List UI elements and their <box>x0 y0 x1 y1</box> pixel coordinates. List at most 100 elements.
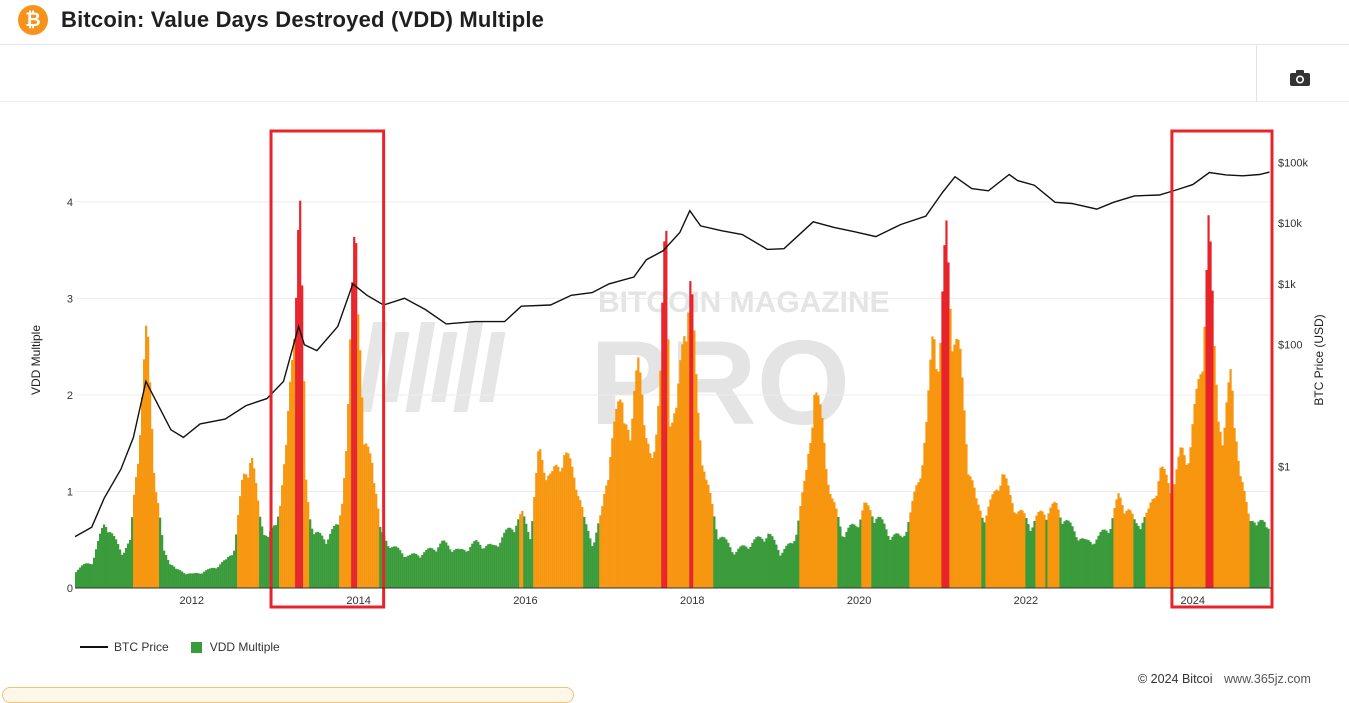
vdd-bar <box>159 517 162 588</box>
vdd-bar <box>1077 540 1080 588</box>
vdd-bar <box>627 429 630 588</box>
legend-price-label[interactable]: BTC Price <box>114 640 169 654</box>
vdd-bar <box>117 544 120 588</box>
vdd-bar <box>1113 507 1116 588</box>
vdd-bar <box>539 449 542 588</box>
vdd-bar <box>1027 524 1030 588</box>
vdd-bar <box>1247 513 1250 588</box>
vdd-bar <box>407 555 410 588</box>
y-tick-label: 2 <box>67 390 73 402</box>
vdd-bar <box>727 542 730 588</box>
vdd-bar <box>167 559 170 588</box>
vdd-bar <box>469 547 472 588</box>
vdd-bar <box>723 537 726 588</box>
vdd-bar <box>1005 478 1008 588</box>
vdd-bar <box>265 535 268 588</box>
vdd-bar <box>109 532 112 588</box>
y2-axis-title: BTC Price (USD) <box>1312 314 1326 405</box>
vdd-bar <box>713 516 716 588</box>
vdd-bar <box>157 503 160 588</box>
vdd-bar <box>925 421 928 588</box>
vdd-bar <box>1143 517 1146 588</box>
vdd-bar <box>557 466 560 588</box>
vdd-bar <box>645 438 648 588</box>
vdd-bar <box>535 472 538 588</box>
legend-price-swatch[interactable] <box>80 646 108 648</box>
vdd-bar <box>1101 529 1104 588</box>
vdd-bar <box>1075 537 1078 588</box>
vdd-bar <box>941 291 944 588</box>
vdd-bar <box>855 526 858 588</box>
vdd-bar <box>1197 379 1200 588</box>
vdd-bar <box>867 505 870 588</box>
vdd-bar <box>801 492 804 588</box>
vdd-bar <box>509 527 512 588</box>
vdd-bar <box>883 523 886 588</box>
vdd-bar <box>239 496 242 588</box>
vdd-bar <box>663 241 666 589</box>
vdd-bar <box>501 537 504 588</box>
vdd-bar <box>507 527 510 588</box>
vdd-bar <box>1259 519 1262 588</box>
x-tick-label: 2022 <box>1014 595 1038 607</box>
vdd-bar <box>1199 374 1202 588</box>
vdd-bar <box>241 479 244 588</box>
vdd-bar <box>565 452 568 588</box>
vdd-bar <box>195 572 198 588</box>
vdd-bar <box>607 479 610 588</box>
vdd-bar <box>1065 520 1068 588</box>
vdd-bar <box>773 539 776 588</box>
vdd-bar <box>687 312 690 588</box>
vdd-bar <box>379 526 382 588</box>
y2-tick-label: $1 <box>1278 461 1290 473</box>
vdd-bar <box>97 540 100 588</box>
vdd-bar <box>717 539 720 588</box>
vdd-bar <box>841 536 844 588</box>
header: ₿ Bitcoin: Value Days Destroyed (VDD) Mu… <box>0 0 1349 45</box>
vdd-bar <box>1263 521 1266 588</box>
vdd-bar <box>417 555 420 588</box>
y-tick-label: 0 <box>67 583 73 595</box>
vdd-bar <box>483 548 486 588</box>
vdd-bar <box>1155 495 1158 588</box>
vdd-bar <box>453 550 456 588</box>
vdd-bar <box>757 536 760 588</box>
vdd-bar <box>739 546 742 588</box>
vdd-bar <box>259 516 262 588</box>
vdd-bar <box>89 563 92 588</box>
x-tick-label: 2018 <box>680 595 704 607</box>
vdd-bar <box>811 427 814 588</box>
vdd-bar <box>609 457 612 588</box>
vdd-bar <box>933 339 936 588</box>
vdd-bar <box>1121 505 1124 588</box>
vdd-bar <box>1179 447 1182 588</box>
vdd-bar <box>1053 501 1056 588</box>
camera-icon[interactable] <box>1289 69 1317 93</box>
vdd-bar <box>699 440 702 588</box>
vdd-bar <box>251 457 254 588</box>
vdd-bar <box>413 553 416 588</box>
vdd-bar <box>1213 345 1216 588</box>
vdd-bar <box>1165 474 1168 588</box>
legend-vdd-label[interactable]: VDD Multiple <box>209 640 280 654</box>
highlight-boxes <box>269 129 1274 609</box>
legend-vdd-swatch[interactable] <box>190 641 202 653</box>
vdd-bar <box>585 524 588 588</box>
vdd-bar <box>1031 527 1034 588</box>
vdd-bar <box>695 374 698 588</box>
vdd-bar <box>817 395 820 588</box>
vdd-bar <box>705 479 708 588</box>
vdd-bar <box>859 519 862 588</box>
vdd-bar <box>465 551 468 588</box>
vdd-bar <box>653 451 656 588</box>
vdd-bar <box>499 542 502 588</box>
vdd-bar <box>869 510 872 588</box>
vdd-bar <box>1071 526 1074 588</box>
y-axis-title: VDD Multiple <box>29 325 43 395</box>
vdd-bar <box>893 534 896 588</box>
vdd-bar <box>1173 484 1176 588</box>
vdd-bar <box>745 546 748 588</box>
vdd-bar <box>623 423 626 588</box>
vdd-bar <box>827 484 830 588</box>
